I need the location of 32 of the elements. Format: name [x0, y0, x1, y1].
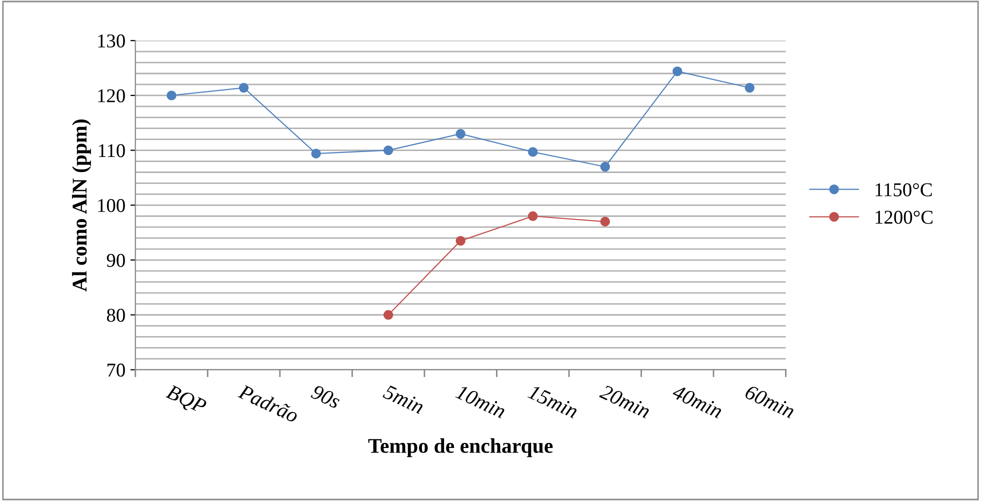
point: [600, 162, 610, 172]
x-tick-label: 20min: [598, 384, 652, 419]
point: [744, 82, 755, 93]
y-axis-title: Al como AlN (ppm): [72, 120, 91, 292]
x-axis-title: Tempo de encharque: [368, 438, 553, 458]
point: [383, 310, 394, 320]
x-tick-label: 5min: [382, 384, 426, 414]
point: [600, 216, 610, 226]
point: [456, 236, 466, 246]
x-tick-label: 15min: [527, 384, 579, 419]
x-tick-label: 90s: [310, 384, 342, 409]
x-tick-label: BQP: [164, 384, 208, 417]
y-tick-label: 90: [106, 254, 125, 267]
point: [528, 211, 538, 221]
point: [311, 148, 321, 158]
legend-label: 1200°C: [876, 210, 933, 224]
legend-label: 1150°C: [876, 183, 932, 196]
point: [238, 82, 249, 93]
y-tick-label: 130: [98, 34, 125, 48]
y-tick-label: 70: [107, 364, 125, 377]
y-tick-label: 110: [98, 144, 125, 158]
point: [166, 90, 176, 100]
point: [383, 145, 394, 156]
x-tick-label: 60min: [744, 384, 796, 419]
point: [672, 66, 682, 76]
y-tick-label: 80: [106, 308, 125, 322]
x-tick-label: 40min: [671, 384, 724, 419]
x-tick-label: 10min: [455, 384, 507, 419]
y-tick-label: 120: [98, 89, 125, 102]
y-tick-label: 100: [98, 198, 125, 212]
point: [456, 128, 466, 139]
point: [528, 147, 538, 157]
